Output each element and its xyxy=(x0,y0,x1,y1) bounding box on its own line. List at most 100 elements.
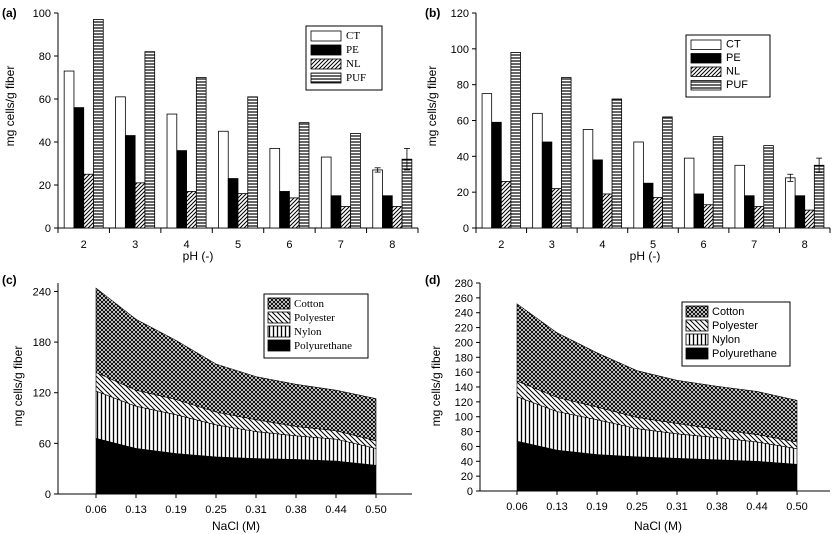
panel-label: (d) xyxy=(425,273,440,287)
y-tick-label: 60 xyxy=(457,116,469,128)
bar-pe xyxy=(744,195,755,229)
legend-label-pe: PE xyxy=(726,52,741,64)
legend-label-polyurethane: Polyurethane xyxy=(294,340,352,352)
x-tick-label: 0.38 xyxy=(706,501,727,513)
bar-ct xyxy=(734,164,745,229)
x-axis-label: NaCl (M) xyxy=(634,519,682,533)
legend-swatch-polyurethane xyxy=(267,339,291,352)
x-tick-label: 7 xyxy=(751,239,757,251)
x-tick-label: 0.19 xyxy=(586,501,607,513)
legend-label-nl: NL xyxy=(726,66,740,78)
y-tick-label: 100 xyxy=(33,8,51,20)
bar-nl xyxy=(391,206,403,229)
y-tick-label: 140 xyxy=(455,382,473,394)
legend-swatch-nl xyxy=(690,66,722,77)
y-tick-label: 80 xyxy=(39,51,51,63)
x-tick-label: 2 xyxy=(498,239,504,251)
bar-pe xyxy=(592,159,603,229)
bar-ct xyxy=(269,148,281,229)
bar-pe xyxy=(124,135,136,229)
panel-c-area-chart: (c) mg cells/g fiber NaCl (M) 0 60 120 180 2… xyxy=(2,273,412,533)
legend: Cotton Polyester Nylon Polyurethane xyxy=(681,301,791,367)
bar-pe xyxy=(330,195,342,229)
legend-swatch-pe xyxy=(690,53,722,64)
legend-swatch-nylon xyxy=(267,325,291,338)
y-tick-label: 180 xyxy=(455,352,473,364)
legend: Cotton Polyester Nylon Polyurethane xyxy=(263,293,369,359)
legend-label-ct: CT xyxy=(346,30,360,42)
y-tick-label: 40 xyxy=(39,137,51,149)
x-tick-label: 6 xyxy=(286,239,292,251)
x-tick-label: 0.44 xyxy=(325,504,346,516)
y-tick-label: 260 xyxy=(455,293,473,305)
bar-nl xyxy=(753,206,765,229)
y-tick-label: 160 xyxy=(455,367,473,379)
x-tick-label: 6 xyxy=(701,239,707,251)
x-tick-label: 7 xyxy=(338,239,344,251)
y-tick-label: 80 xyxy=(461,427,473,439)
bar-nl xyxy=(551,188,562,229)
y-tick-label: 180 xyxy=(33,337,51,349)
y-tick-label: 40 xyxy=(457,151,469,163)
y-tick-label: 240 xyxy=(33,286,51,298)
legend-label-pe: PE xyxy=(346,44,359,56)
x-tick-label: 0.38 xyxy=(285,504,306,516)
x-tick-label: 0.50 xyxy=(365,504,386,516)
x-tick-label: 3 xyxy=(549,239,555,251)
y-tick-label: 100 xyxy=(455,412,473,424)
y-tick-label: 20 xyxy=(39,180,51,192)
bar-puf xyxy=(144,51,156,229)
x-tick-label: 0.13 xyxy=(546,501,567,513)
legend-swatch-polyurethane xyxy=(685,347,709,360)
panel-label: (b) xyxy=(425,6,440,20)
y-tick-label: 60 xyxy=(39,438,51,450)
bar-puf xyxy=(298,122,310,229)
x-tick-label: 8 xyxy=(389,239,395,251)
bar-ct xyxy=(785,177,796,229)
bar-nl xyxy=(340,206,352,229)
x-tick-label: 2 xyxy=(81,239,87,251)
y-tick-label: 20 xyxy=(457,187,469,199)
bar-nl xyxy=(237,193,249,229)
y-tick-label: 0 xyxy=(467,486,473,498)
x-tick-label: 0.31 xyxy=(245,504,266,516)
y-tick-label: 120 xyxy=(33,388,51,400)
legend-label-polyester: Polyester xyxy=(712,320,758,332)
panel-b-bar-chart: (b) mg cells/g fiber pH (-) 0 20 40 60 80 100… xyxy=(425,6,831,263)
x-tick-label: 0.31 xyxy=(666,501,687,513)
bar-nl xyxy=(289,197,300,229)
x-tick-label: 3 xyxy=(132,239,138,251)
x-tick-label: 0.06 xyxy=(506,501,527,513)
x-tick-label: 0.44 xyxy=(746,501,767,513)
y-tick-label: 240 xyxy=(455,308,473,320)
y-axis-label: mg cells/g fiber xyxy=(11,346,25,427)
bar-pe xyxy=(227,178,239,229)
legend-label-ct: CT xyxy=(726,39,741,51)
x-tick-label: 5 xyxy=(235,239,241,251)
bar-puf xyxy=(561,77,572,229)
legend-swatch-ct xyxy=(690,39,722,50)
bar-pe xyxy=(491,121,502,229)
bar-puf xyxy=(712,136,724,229)
bar-pe xyxy=(73,107,85,229)
y-tick-label: 80 xyxy=(457,80,469,92)
bar-nl xyxy=(500,181,512,229)
x-tick-label: 0.50 xyxy=(786,501,807,513)
bar-puf xyxy=(93,19,104,229)
y-tick-label: 60 xyxy=(461,441,473,453)
bar-ct xyxy=(481,93,493,229)
bar-nl xyxy=(602,193,613,229)
panel-a-bar-chart: (a) mg cells/g fiber pH (-) 0 20 40 60 80 100… xyxy=(2,6,419,263)
bar-nl xyxy=(134,182,146,229)
x-tick-label: 4 xyxy=(184,239,190,251)
y-axis-label: mg cells/g fiber xyxy=(3,66,17,147)
bar-pe xyxy=(642,182,654,229)
legend-swatch-nylon xyxy=(685,333,709,346)
y-tick-label: 40 xyxy=(461,456,473,468)
bar-pe xyxy=(382,195,393,229)
bar-puf xyxy=(813,164,825,229)
y-tick-label: 0 xyxy=(463,223,469,235)
panel-d-area-chart: (d) mg cells/g fiber NaCl (M) 0 20 40 60 80 1… xyxy=(425,273,830,533)
x-tick-label: 0.13 xyxy=(125,504,146,516)
